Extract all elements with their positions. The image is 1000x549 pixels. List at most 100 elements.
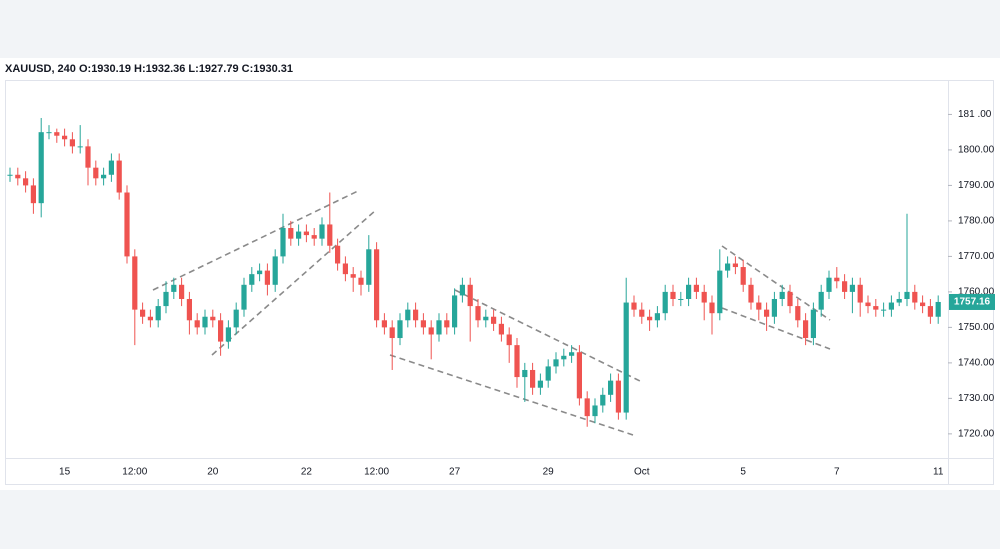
candle-body <box>834 277 840 282</box>
trend-line <box>152 189 361 291</box>
x-tick-label: 27 <box>449 467 461 478</box>
candle-body <box>537 380 543 388</box>
candle-body <box>686 284 692 299</box>
candle-body <box>818 291 824 310</box>
candle-body <box>319 224 325 239</box>
chart-card <box>0 58 1000 490</box>
candle-body <box>810 309 816 339</box>
candle-body <box>452 295 458 328</box>
candle-body <box>15 174 21 179</box>
candle-body <box>920 302 926 307</box>
trend-line <box>454 289 643 383</box>
candle-body <box>896 298 902 303</box>
candle-body <box>709 302 715 314</box>
candle-body <box>413 309 419 321</box>
x-tick-label: 11 <box>933 467 944 478</box>
candle-body <box>46 132 52 134</box>
last-price-label: 1757.16 <box>954 297 991 308</box>
candle-body <box>155 306 161 321</box>
y-tick-label: 1720.00 <box>958 429 995 440</box>
candle-body <box>740 267 746 285</box>
candle-body <box>545 366 551 381</box>
candle-body <box>849 284 855 292</box>
candle-body <box>639 309 645 317</box>
candle-body <box>787 291 793 307</box>
candle-body <box>881 309 887 311</box>
trend-line <box>721 245 831 321</box>
candle-body <box>218 320 224 342</box>
candle-body <box>405 309 411 321</box>
candle-body <box>553 359 559 367</box>
candle-body <box>249 274 255 285</box>
candle-body <box>116 160 122 193</box>
y-tick-label: 1730.00 <box>958 393 995 404</box>
candle-body <box>561 355 567 360</box>
candle-body <box>631 302 637 310</box>
trend-line <box>211 209 377 356</box>
candle-body <box>272 256 278 285</box>
candle-body <box>647 316 653 321</box>
trend-lines <box>152 189 831 436</box>
x-tick-label: 7 <box>834 467 840 478</box>
candles <box>7 117 941 427</box>
candle-body <box>186 298 192 321</box>
candle-body <box>717 270 723 314</box>
candle-body <box>701 291 707 303</box>
candle-body <box>288 228 294 239</box>
candle-body <box>826 277 832 292</box>
y-tick-label: 1740.00 <box>958 358 995 369</box>
candle-body <box>670 291 676 299</box>
candle-body <box>654 313 660 321</box>
candle-body <box>764 309 770 317</box>
candle-body <box>132 256 138 310</box>
candle-body <box>233 309 239 328</box>
candle-body <box>530 369 536 388</box>
candle-body <box>569 352 575 356</box>
candle-body <box>748 284 754 303</box>
candle-body <box>77 146 83 148</box>
candle-body <box>873 306 879 310</box>
candle-body <box>888 302 894 310</box>
candle-body <box>374 249 380 321</box>
candle-body <box>69 139 75 147</box>
candle-body <box>124 192 130 257</box>
y-tick-label: 1750.00 <box>958 322 995 333</box>
y-tick-label: 1780.00 <box>958 216 995 227</box>
candle-body <box>225 327 231 342</box>
candle-body <box>615 380 621 413</box>
candle-body <box>795 306 801 321</box>
candle-body <box>38 132 44 204</box>
last-price-tag <box>949 293 995 310</box>
candle-body <box>264 270 270 285</box>
x-tick-label: Oct <box>634 467 650 478</box>
candle-body <box>381 320 387 328</box>
candle-body <box>475 306 481 321</box>
y-tick-label: 1790.00 <box>958 180 995 191</box>
candle-body <box>771 298 777 317</box>
candle-body <box>904 291 910 299</box>
candle-body <box>662 291 668 314</box>
x-tick-label: 22 <box>301 467 313 478</box>
candle-body <box>506 334 512 346</box>
candle-body <box>108 160 114 175</box>
candle-body <box>303 231 309 236</box>
symbol-header: XAUUSD, 240 O:1930.19 H:1932.36 L:1927.7… <box>5 63 293 75</box>
candle-body <box>23 178 29 186</box>
candle-body <box>584 398 590 417</box>
candle-body <box>842 281 848 292</box>
candle-body <box>171 284 177 292</box>
candle-body <box>912 291 918 303</box>
candle-body <box>498 323 504 335</box>
candle-body <box>358 277 364 285</box>
candle-body <box>935 301 941 317</box>
candle-body <box>467 284 473 307</box>
candle-body <box>514 345 520 378</box>
candle-body <box>389 327 395 339</box>
candle-body <box>756 302 762 310</box>
candle-body <box>241 284 247 310</box>
candle-body <box>436 320 442 335</box>
candle-body <box>257 270 263 275</box>
candle-body <box>210 316 216 321</box>
candle-body <box>522 369 528 378</box>
